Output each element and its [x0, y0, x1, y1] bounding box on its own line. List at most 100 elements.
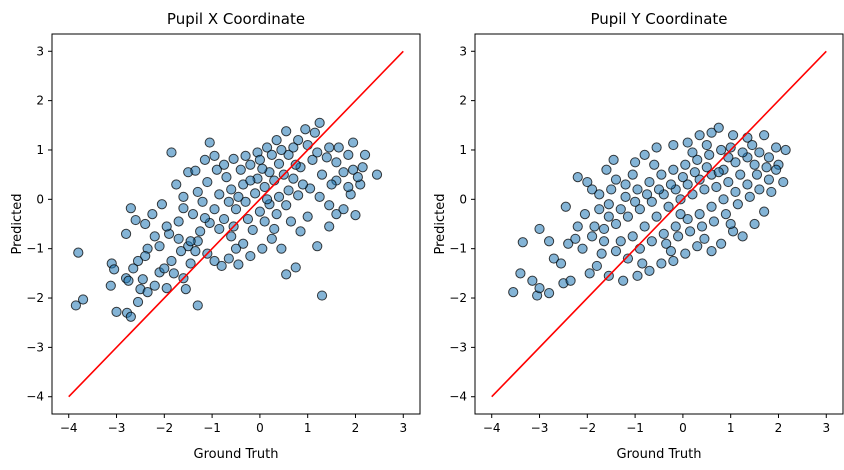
scatter-point: [254, 154, 265, 165]
scatter-point: [257, 163, 268, 174]
scatter-point: [747, 139, 758, 151]
scatter-point: [661, 238, 672, 249]
scatter-point: [730, 186, 741, 198]
scatter-point: [610, 174, 622, 185]
y-tick-label: −4: [26, 390, 44, 404]
x-tick-label: 1: [727, 421, 735, 435]
scatter-point: [357, 162, 368, 173]
scatter-point: [737, 231, 748, 242]
scatter-point: [259, 181, 270, 193]
scatter-point: [285, 216, 297, 227]
scatter-point: [704, 149, 715, 161]
x-tick-label: −2: [578, 421, 596, 435]
scatter-point: [677, 172, 688, 183]
scatter-point: [634, 243, 645, 254]
panel-pupil-y: Pupil Y Coordinate −4 −3 −2 −1 0 1 2 3 −4 −3 −2 −1…: [433, 10, 844, 462]
scatter-point: [572, 221, 583, 232]
scatter-point: [723, 152, 734, 163]
scatter-point: [293, 190, 304, 201]
scatter-point: [132, 296, 144, 308]
scatter-point: [178, 191, 189, 202]
scatter-point: [173, 233, 184, 244]
scatter-point: [218, 213, 230, 225]
scatter-point: [288, 173, 299, 184]
scatter-point: [594, 204, 605, 215]
reference-line: [491, 50, 827, 398]
scatter-point: [257, 243, 268, 254]
scatter-point: [706, 246, 717, 257]
scatter-point: [242, 213, 254, 225]
scatter-point: [271, 135, 282, 146]
scatter-point: [307, 154, 318, 165]
scatter-point: [290, 159, 301, 170]
scatter-point: [622, 211, 634, 222]
scatter-point: [281, 269, 292, 280]
scatter-point: [190, 165, 201, 176]
scatter-point: [223, 253, 234, 264]
scatter-point: [680, 159, 691, 170]
scatter-point: [316, 290, 328, 301]
scatter-point: [283, 149, 294, 161]
scatter-point: [543, 287, 555, 299]
scatter-point: [273, 191, 285, 202]
scatter-point: [687, 189, 698, 200]
scatter-point: [730, 157, 741, 168]
scatter-point: [665, 179, 677, 190]
scatter-point: [123, 275, 134, 286]
scatter-point: [109, 264, 120, 275]
scatter-point: [197, 196, 208, 207]
y-axis-label: Predicted: [433, 193, 448, 254]
scatter-point: [371, 169, 383, 180]
scatter-point: [233, 191, 244, 202]
x-tick-label: 1: [304, 421, 312, 435]
scatter-point: [173, 216, 184, 227]
scatter-point: [610, 218, 622, 230]
scatter-point: [766, 186, 777, 198]
scatter-point: [627, 231, 638, 242]
scatter-point: [644, 265, 655, 276]
scatter-point: [140, 250, 151, 262]
scatter-point: [713, 122, 724, 133]
scatter-point: [314, 117, 325, 128]
scatter-point: [572, 172, 583, 183]
scatter-point: [601, 164, 612, 175]
scatter-point: [195, 226, 206, 237]
scatter-points: [508, 122, 791, 301]
scatter-point: [261, 142, 273, 153]
scatter-point: [589, 221, 600, 232]
scatter-point: [675, 194, 686, 205]
scatter-point: [606, 184, 617, 195]
scatter-point: [763, 174, 775, 185]
scatter-point: [630, 157, 641, 168]
scatter-point: [639, 149, 650, 161]
scatter-point: [620, 191, 631, 202]
scatter-point: [347, 164, 359, 175]
scatter-point: [293, 135, 304, 146]
scatter-point: [128, 263, 139, 274]
scatter-point: [594, 189, 605, 200]
scatter-point: [302, 211, 313, 222]
scatter-point: [125, 203, 136, 214]
scatter-point: [620, 179, 631, 190]
scatter-point: [761, 162, 772, 173]
scatter-point: [175, 246, 187, 257]
scatter-point: [651, 211, 662, 222]
scatter-point: [209, 150, 220, 161]
scatter-point: [732, 199, 743, 210]
x-tick-label: −3: [108, 421, 126, 435]
y-tick-label: −4: [449, 390, 467, 404]
scatter-point: [130, 214, 141, 226]
y-tick-label: 2: [459, 94, 467, 108]
y-tick-label: 3: [36, 44, 44, 58]
scatter-point: [70, 300, 81, 311]
scatter-point: [228, 153, 239, 164]
scatter-point: [288, 142, 299, 153]
scatter-point: [596, 248, 607, 259]
scatter-point: [159, 263, 170, 274]
scatter-point: [309, 127, 320, 138]
scatter-point: [312, 147, 323, 158]
scatter-point: [302, 139, 313, 151]
scatter-point: [230, 243, 242, 254]
scatter-point: [221, 172, 232, 183]
